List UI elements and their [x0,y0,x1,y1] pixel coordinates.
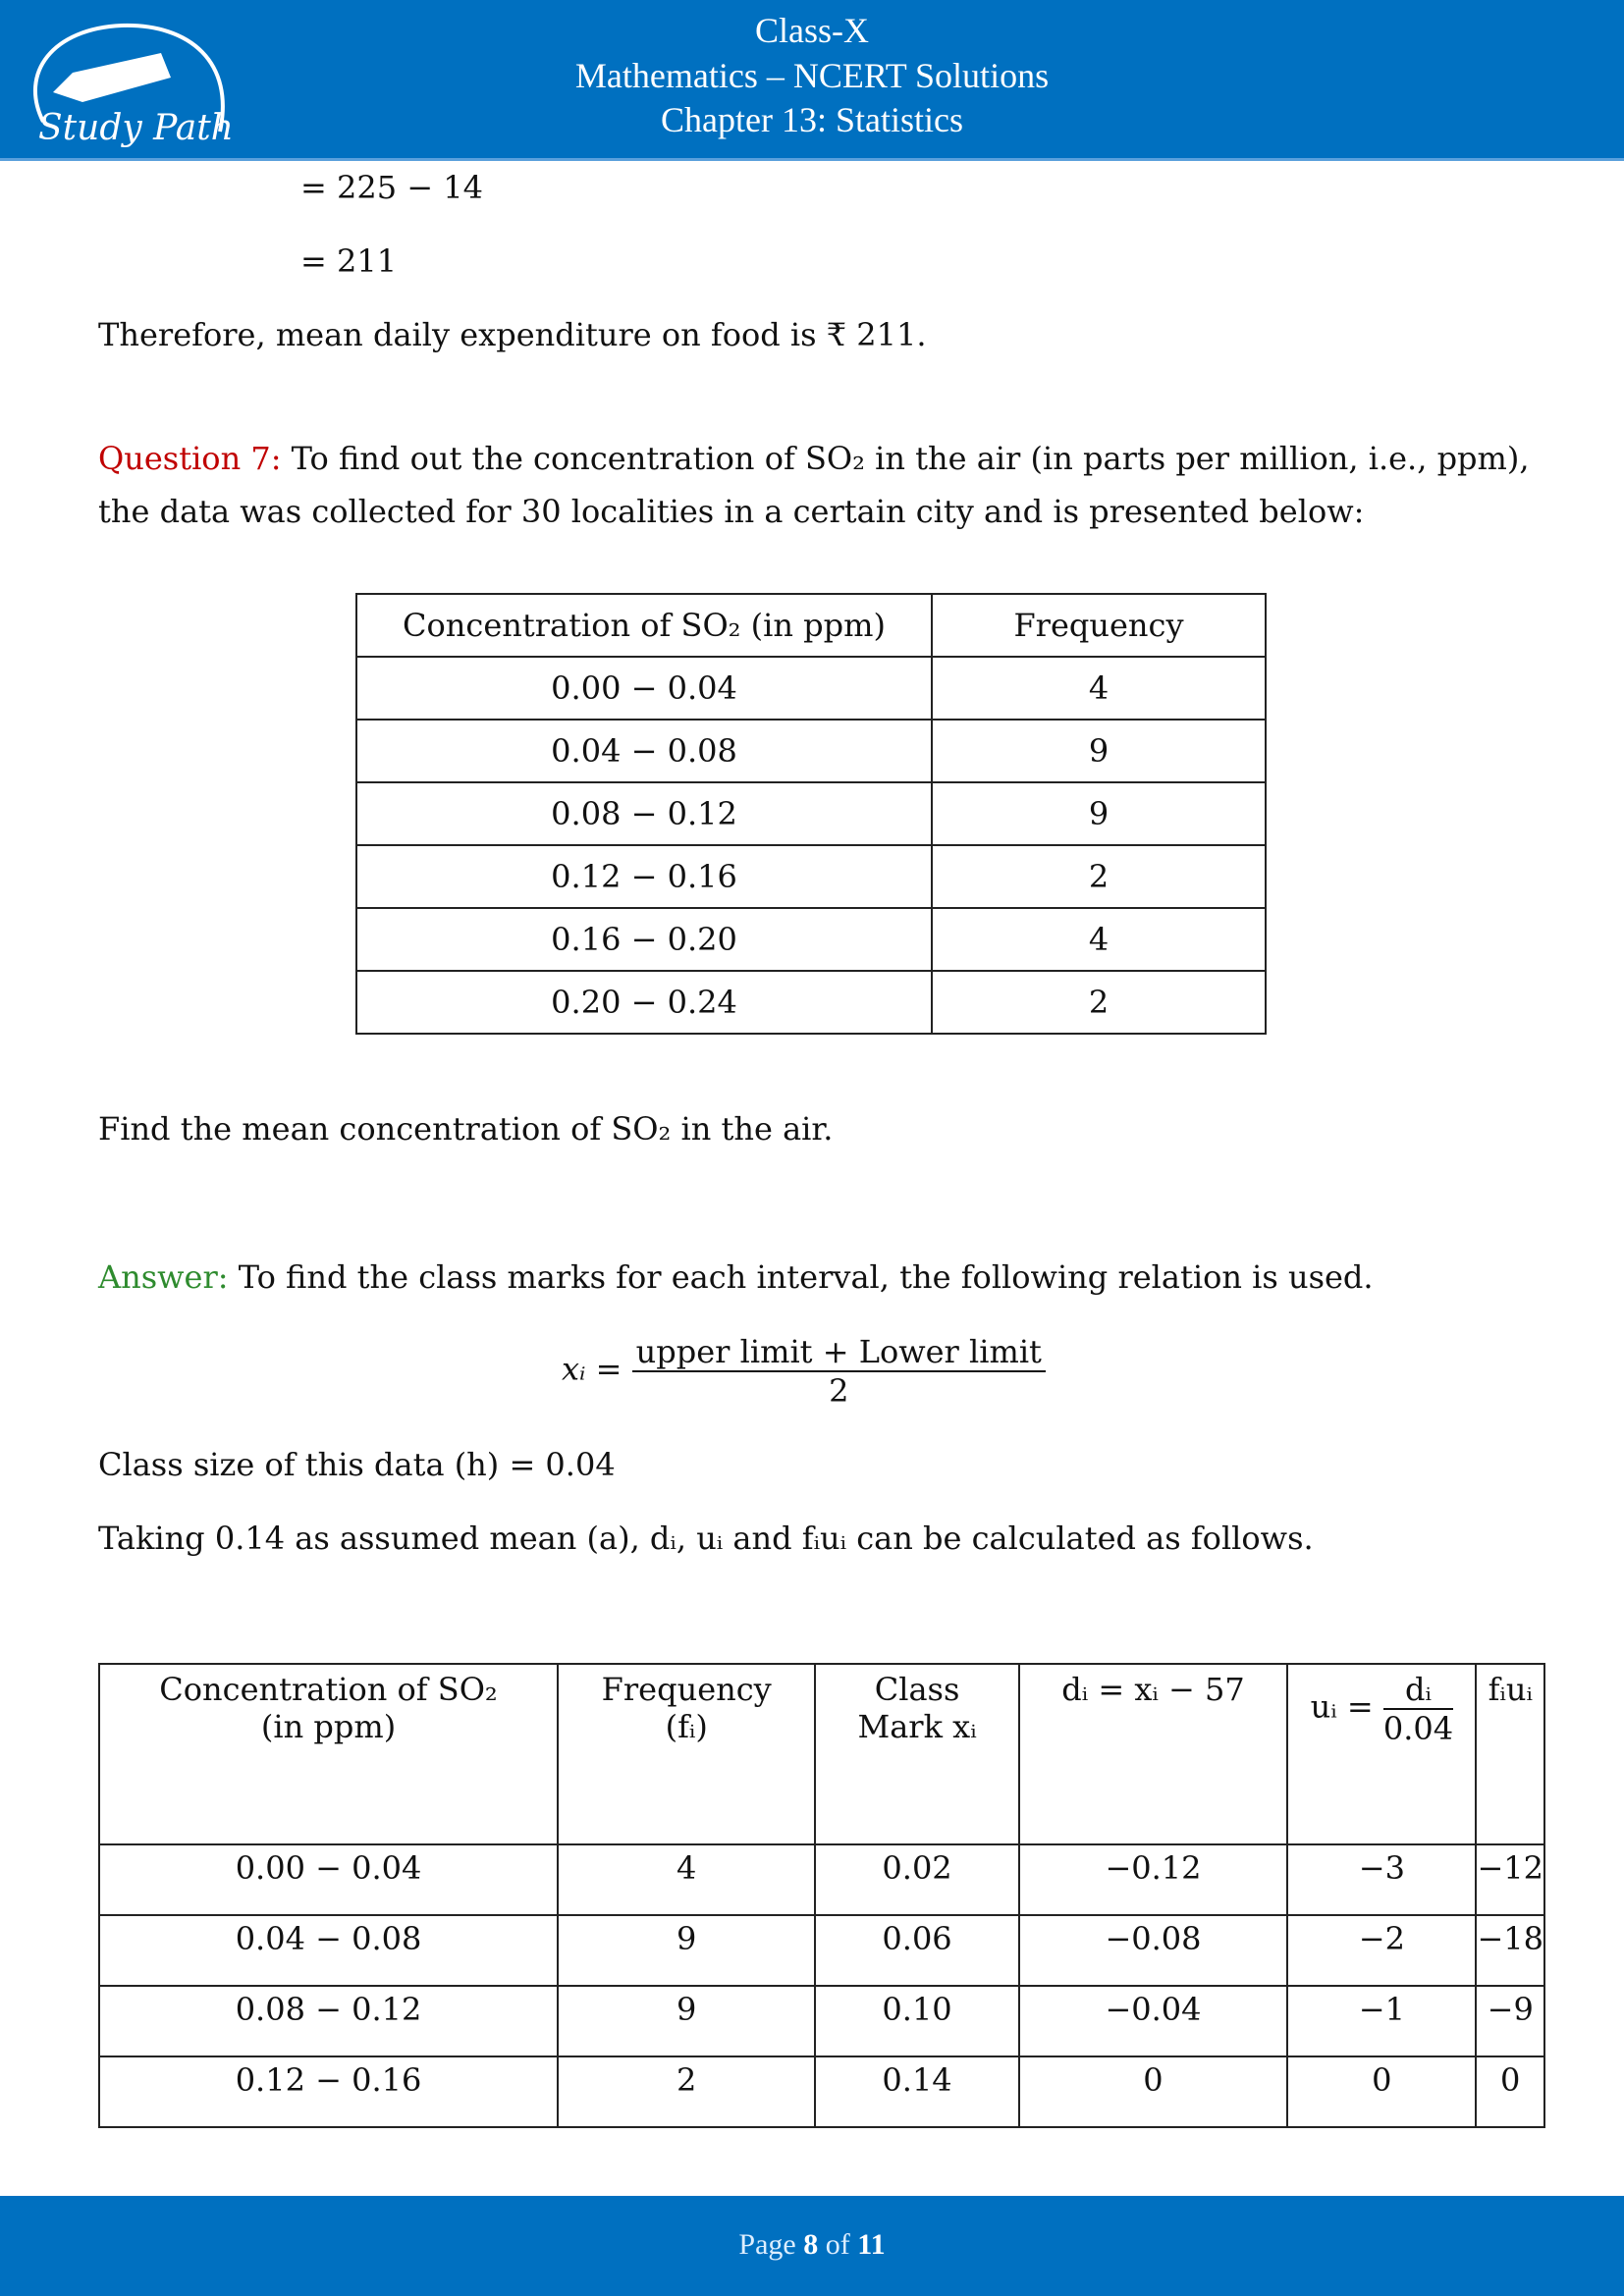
table-cell: 0.08 − 0.12 [97,1985,560,2057]
formula-numerator: upper limit + Lower limit [631,1333,1046,1372]
header-cell: uᵢ = dᵢ 0.04 [1286,1663,1478,1845]
calculation-table: Concentration of SO₂ (in ppm) Frequency … [97,1663,1545,2128]
table-cell: −2 [1286,1914,1478,1987]
header-cell: Frequency (fᵢ) [557,1663,817,1845]
class-size-text: Class size of this data (h) = 0.04 [98,1446,616,1483]
table-cell: −12 [1475,1843,1545,1916]
table-cell: 0.16 − 0.20 [355,907,933,972]
table-row: 0.00 − 0.04 4 0.02 −0.12 −3 −12 [97,1843,1545,1916]
footer-banner: Page 8 of 11 [0,2196,1624,2296]
assumed-mean-text: Taking 0.14 as assumed mean (a), dᵢ, uᵢ … [98,1520,1314,1557]
header-cell: Frequency [931,593,1267,658]
header-cell: Class Mark xᵢ [814,1663,1020,1845]
formula-lhs: xᵢ = [562,1350,623,1388]
table-row: 0.04 − 0.08 9 [355,719,1267,783]
header-cell: Concentration of SO₂ (in ppm) [97,1663,560,1845]
table-cell: 0 [1475,2056,1545,2128]
table-cell: 2 [931,844,1267,909]
frequency-table: Concentration of SO₂ (in ppm) Frequency … [355,593,1267,1035]
table-row: 0.20 − 0.24 2 [355,970,1267,1035]
header-cell: Concentration of SO₂ (in ppm) [355,593,933,658]
header-class: Class-X [755,11,869,50]
calc-step-1: = 225 − 14 [300,169,483,206]
table-cell: 0.04 − 0.08 [97,1914,560,1987]
find-text: Find the mean concentration of SO₂ in th… [98,1110,834,1148]
table-cell: 0.02 [814,1843,1020,1916]
table-cell: 0.08 − 0.12 [355,781,933,846]
table-cell: 0.04 − 0.08 [355,719,933,783]
header-chapter: Chapter 13: Statistics [661,100,963,139]
table-cell: 0.00 − 0.04 [355,656,933,721]
table-cell: 2 [931,970,1267,1035]
table-row: 0.12 − 0.16 2 0.14 0 0 0 [97,2056,1545,2128]
header-banner: Study Path Class-X Mathematics – NCERT S… [0,0,1624,161]
table-cell: 0.00 − 0.04 [97,1843,560,1916]
question-line-1: Question 7: To find out the concentratio… [98,440,1530,477]
table-cell: −0.08 [1017,1914,1289,1987]
class-mark-formula: xᵢ = upper limit + Lower limit 2 [562,1333,1046,1410]
calc-step-2: = 211 [300,242,398,280]
table-cell: −18 [1475,1914,1545,1987]
table-cell: 0 [1286,2056,1478,2128]
study-path-logo: Study Path [32,23,234,148]
table-row: 0.12 − 0.16 2 [355,844,1267,909]
answer-line: Answer: To find the class marks for each… [98,1258,1374,1296]
table-cell: −0.12 [1017,1843,1289,1916]
table-cell: 4 [557,1843,817,1916]
question-label: Question 7: [98,440,282,477]
table-header-row: Concentration of SO₂ (in ppm) Frequency [355,593,1267,658]
table-row: 0.00 − 0.04 4 [355,656,1267,721]
table-row: 0.04 − 0.08 9 0.06 −0.08 −2 −18 [97,1914,1545,1987]
header-cell: dᵢ = xᵢ − 57 [1017,1663,1289,1845]
table-row: 0.08 − 0.12 9 0.10 −0.04 −1 −9 [97,1985,1545,2057]
u-numerator: dᵢ [1382,1671,1454,1710]
table-row: 0.16 − 0.20 4 [355,907,1267,972]
table-cell: 4 [931,907,1267,972]
table-cell: 0.14 [814,2056,1020,2128]
table-cell: 0.12 − 0.16 [97,2056,560,2128]
u-lhs: uᵢ = [1310,1687,1374,1726]
table-cell: 0.06 [814,1914,1020,1987]
table-cell: 9 [931,781,1267,846]
table-cell: −9 [1475,1985,1545,2057]
svg-text:Study Path: Study Path [38,108,234,148]
u-denominator: 0.04 [1382,1710,1454,1747]
table-cell: 2 [557,2056,817,2128]
table-row: 0.08 − 0.12 9 [355,781,1267,846]
question-text-1: To find out the concentration of SO₂ in … [291,440,1530,477]
answer-text: To find the class marks for each interva… [238,1258,1374,1296]
answer-label: Answer: [98,1258,229,1296]
header-subject: Mathematics – NCERT Solutions [574,56,1050,95]
table-cell: 0.20 − 0.24 [355,970,933,1035]
page-number: Page 8 of 11 [738,2228,886,2261]
table-cell: 0.12 − 0.16 [355,844,933,909]
table-cell: 9 [931,719,1267,783]
conclusion-text: Therefore, mean daily expenditure on foo… [98,316,927,353]
table-cell: −1 [1286,1985,1478,2057]
table-cell: −3 [1286,1843,1478,1916]
table-cell: 4 [931,656,1267,721]
table-cell: 9 [557,1914,817,1987]
table-header-row: Concentration of SO₂ (in ppm) Frequency … [97,1663,1545,1845]
table-cell: −0.04 [1017,1985,1289,2057]
formula-denominator: 2 [829,1372,849,1410]
table-cell: 0.10 [814,1985,1020,2057]
question-line-2: the data was collected for 30 localities… [98,493,1365,530]
table-cell: 0 [1017,2056,1289,2128]
table-cell: 9 [557,1985,817,2057]
header-cell: fᵢuᵢ [1475,1663,1545,1845]
